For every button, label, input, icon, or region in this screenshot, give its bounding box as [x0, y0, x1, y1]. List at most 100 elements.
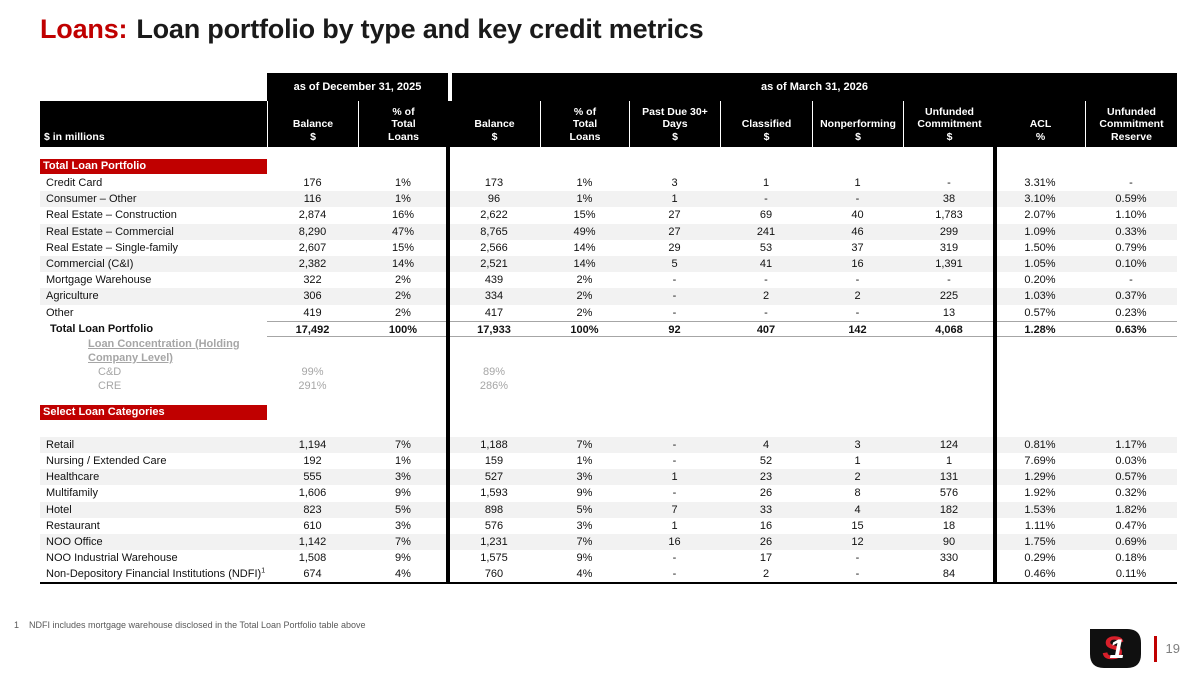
cell: 2%	[576, 274, 593, 287]
cell: -	[855, 193, 860, 206]
cell: 27	[668, 209, 681, 222]
cell: 3%	[395, 471, 411, 484]
page-title: Loans: Loan portfolio by type and key cre…	[40, 14, 704, 45]
cell: 15	[851, 519, 864, 532]
cell: 15%	[391, 241, 415, 254]
cell: 5%	[576, 503, 593, 516]
cell: -	[672, 552, 677, 565]
column-header: Balance $	[448, 101, 540, 147]
cell: 0.29%	[1024, 552, 1056, 565]
column-header-row: $ in millions Balance $% of Total Loans B…	[40, 101, 1177, 147]
cell: 7	[671, 503, 678, 516]
cell: 52	[759, 455, 773, 468]
table-row: CRE 291% 286%	[40, 379, 1177, 394]
cell: 2,382	[298, 257, 327, 270]
cell: 1.50%	[1024, 241, 1056, 254]
section-header: Select Loan Categories	[40, 404, 267, 420]
cell: 576	[939, 487, 959, 500]
cell: 1,391	[935, 257, 963, 270]
cell: -	[855, 568, 860, 581]
cell: 1%	[576, 455, 593, 468]
cell: 1,783	[935, 209, 963, 222]
cell: 322	[303, 274, 322, 287]
cell: 124	[939, 438, 959, 451]
cell: -	[947, 177, 951, 189]
cell	[1085, 365, 1177, 380]
cell: -	[672, 290, 677, 303]
cell: -	[855, 306, 860, 319]
cell: 1.92%	[1024, 487, 1056, 500]
row-label: Commercial (C&I)	[46, 257, 134, 270]
cell: 2,874	[298, 209, 327, 222]
cell: 1.03%	[1024, 290, 1056, 303]
cell: 1	[854, 177, 861, 189]
cell: 17	[759, 552, 773, 565]
cell: 2.07%	[1024, 209, 1056, 222]
cell: 1.28%	[995, 320, 1085, 337]
cell: 131	[939, 471, 959, 484]
cell: 2	[854, 290, 861, 303]
group-header-row: as of December 31, 2025 as of March 31, …	[40, 73, 1177, 101]
cell: 1	[671, 471, 678, 484]
cell: 3%	[576, 471, 593, 484]
cell: 176	[303, 177, 322, 189]
cell: 1,188	[480, 438, 508, 451]
cell: 41	[759, 257, 773, 270]
cell: -	[672, 438, 677, 451]
cell: 14%	[391, 257, 415, 270]
cell: 0.37%	[1115, 290, 1147, 303]
cell: 0.79%	[1115, 241, 1147, 254]
cell: 291%	[298, 380, 327, 393]
cell: 1%	[576, 177, 593, 189]
cell: 16	[759, 519, 773, 532]
column-header: Unfunded Commitment $	[903, 101, 995, 147]
row-label: Real Estate – Construction	[46, 209, 177, 222]
cell: 53	[759, 241, 773, 254]
cell: 330	[939, 552, 959, 565]
row-label: C&D	[98, 365, 122, 378]
row-label: Hotel	[46, 503, 72, 516]
row-label: Other	[46, 306, 74, 319]
cell: 1	[671, 193, 678, 206]
cell: 182	[939, 503, 959, 516]
cell: 38	[942, 193, 956, 206]
cell: 40	[851, 209, 864, 222]
cell: 1.82%	[1115, 503, 1147, 516]
svg-text:1: 1	[1109, 634, 1124, 664]
cell: 527	[484, 471, 504, 484]
cell: 9%	[576, 552, 593, 565]
cell: 0.81%	[1024, 438, 1056, 451]
cell: -	[764, 193, 768, 206]
table-row: Commercial (C&I) 2,382 14% 2,521 14% 5 41 16 1,3…	[40, 255, 1177, 273]
cell: 4,068	[903, 320, 995, 337]
cell: 0.18%	[1115, 552, 1147, 565]
column-header: Nonperforming $	[812, 101, 903, 147]
cell: 0.59%	[1115, 193, 1147, 206]
cell: 17,933	[448, 320, 540, 337]
cell: 0.57%	[1024, 306, 1056, 319]
cell: -	[855, 274, 860, 287]
table-row: Mortgage Warehouse 322 2% 439 2% - - - - 0.20% -	[40, 272, 1177, 288]
cell: 2%	[395, 306, 411, 319]
cell: 37	[851, 241, 864, 254]
row-label: Multifamily	[46, 487, 98, 500]
cell	[995, 379, 1085, 394]
column-header: ACL %	[995, 101, 1085, 147]
table-row: Total Loan Portfolio 17,492 100% 17,933 100%…	[40, 320, 1177, 337]
table-body: Total Loan Portfolio Credit Card 176 1% 173 1…	[40, 147, 1177, 583]
row-label: NOO Industrial Warehouse	[46, 552, 178, 565]
column-header: % of Total Loans	[540, 101, 629, 147]
cell: 33	[759, 503, 773, 516]
row-label: Consumer – Other	[46, 193, 137, 206]
cell: 439	[484, 274, 504, 287]
cell: 8	[854, 487, 861, 500]
cell: 0.32%	[1115, 487, 1147, 500]
cell: 0.33%	[1115, 225, 1147, 238]
title-prefix: Loans:	[40, 14, 128, 44]
cell: 4%	[395, 568, 411, 581]
table-row: Non-Depository Financial Institutions (N…	[40, 566, 1177, 582]
cell: 7%	[395, 536, 411, 548]
section-header: Total Loan Portfolio	[40, 159, 267, 174]
cell: 1%	[395, 193, 411, 206]
cell	[629, 379, 720, 394]
